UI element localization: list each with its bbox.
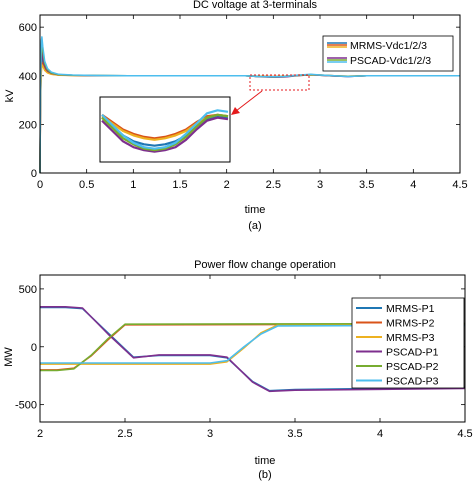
y-tick-label: -500: [15, 400, 37, 412]
x-tick-label: 3: [207, 428, 213, 440]
x-tick-labels: 2 2.5 3 3.5 4 4.5: [37, 428, 473, 440]
series-line-pscad-p1: [40, 305, 466, 393]
legend-label: PSCAD-P3: [386, 376, 439, 388]
zoom-arrow: [235, 90, 263, 112]
x-tick-label: 4: [377, 428, 383, 440]
zoom-arrow-head: [231, 107, 240, 115]
y-tick-labels: 0 200 400 600: [19, 22, 37, 180]
legend-label: MRMS-P1: [386, 303, 435, 315]
y-tick-label: 500: [19, 284, 37, 296]
series-line-mrms-p3: [40, 322, 466, 365]
legend-label: PSCAD-P1: [386, 347, 439, 359]
x-tick-label: 4: [410, 179, 416, 191]
chart-title: Power flow change operation: [194, 259, 336, 271]
y-tick-label: 600: [19, 22, 37, 34]
inset-plot: [99, 96, 231, 163]
legend-box: [322, 35, 454, 72]
legend-items: MRMS-P1 MRMS-P2 MRMS-P3 PSCAD-P1 PSCAD-P2 PSC…: [356, 303, 439, 388]
x-tick-label: 3.5: [359, 179, 374, 191]
y-tick-label: 200: [19, 119, 37, 131]
x-tick-label: 2: [224, 179, 230, 191]
y-tick-label: 400: [19, 71, 37, 83]
series-line-pscad-vdc2: [101, 113, 229, 152]
series-line-pscad-p3: [40, 324, 466, 364]
x-tick-label: 3.5: [287, 428, 302, 440]
x-tick-label: 2: [37, 428, 43, 440]
series-line-pscad-vdc3: [101, 109, 229, 150]
panel-caption: (b): [258, 469, 271, 481]
x-tick-labels: 0 0.5 1 1.5 2 2.5 3 3.5 4 4.5: [37, 179, 468, 191]
panel-caption: (a): [248, 220, 261, 232]
series-lines: [40, 305, 466, 393]
legend: MRMS-P1 MRMS-P2 MRMS-P3 PSCAD-P1 PSCAD-P2 PSC…: [351, 297, 465, 389]
legend-label: MRMS-Vdc1/2/3: [350, 40, 427, 52]
legend-label: PSCAD-P2: [386, 361, 439, 373]
y-axis-label: MW: [3, 347, 15, 367]
x-tick-label: 1: [130, 179, 136, 191]
chart-panel-a: DC voltage at 3-terminals kV time (a) 0 2…: [4, 0, 468, 232]
legend-label: MRMS-P3: [386, 332, 435, 344]
series-line-mrms-vdc2: [101, 113, 229, 140]
series-line-pscad-vdc3: [39, 36, 460, 174]
x-tick-label: 4.5: [457, 428, 472, 440]
legend-label: PSCAD-Vdc1/2/3: [350, 55, 431, 67]
chart-panel-b: Power flow change operation MW time (b) …: [3, 259, 473, 481]
zoom-marker: [249, 74, 310, 91]
x-tick-label: 4.5: [452, 179, 467, 191]
x-tick-label: 0.5: [79, 179, 94, 191]
plot-frame: [39, 274, 466, 423]
legend-label: MRMS-P2: [386, 318, 435, 330]
series-line-pscad-p2: [40, 322, 466, 372]
legend: MRMS-Vdc1/2/3 PSCAD-Vdc1/2/3: [322, 35, 454, 72]
chart-title: DC voltage at 3-terminals: [193, 0, 318, 11]
x-tick-label: 1.5: [172, 179, 187, 191]
y-tick-label: 0: [31, 342, 37, 354]
x-tick-label: 2.5: [266, 179, 281, 191]
plot-frame: [39, 14, 461, 174]
x-tick-label: 3: [317, 179, 323, 191]
legend-items: MRMS-Vdc1/2/3 PSCAD-Vdc1/2/3: [327, 40, 431, 67]
x-axis-label: time: [255, 455, 276, 467]
series-lines: [39, 36, 460, 174]
y-axis-label: kV: [4, 89, 16, 103]
series-line-pscad-vdc1: [101, 116, 229, 153]
x-axis-label: time: [245, 204, 266, 216]
inset-frame: [99, 96, 231, 163]
y-tick-label: 0: [31, 168, 37, 180]
inset-series-lines: [101, 109, 229, 153]
tick-marks: [39, 15, 461, 174]
x-tick-label: 2.5: [117, 428, 132, 440]
x-tick-label: 0: [37, 179, 43, 191]
y-tick-labels: -500 0 500: [15, 284, 37, 412]
legend-box: [351, 297, 465, 389]
